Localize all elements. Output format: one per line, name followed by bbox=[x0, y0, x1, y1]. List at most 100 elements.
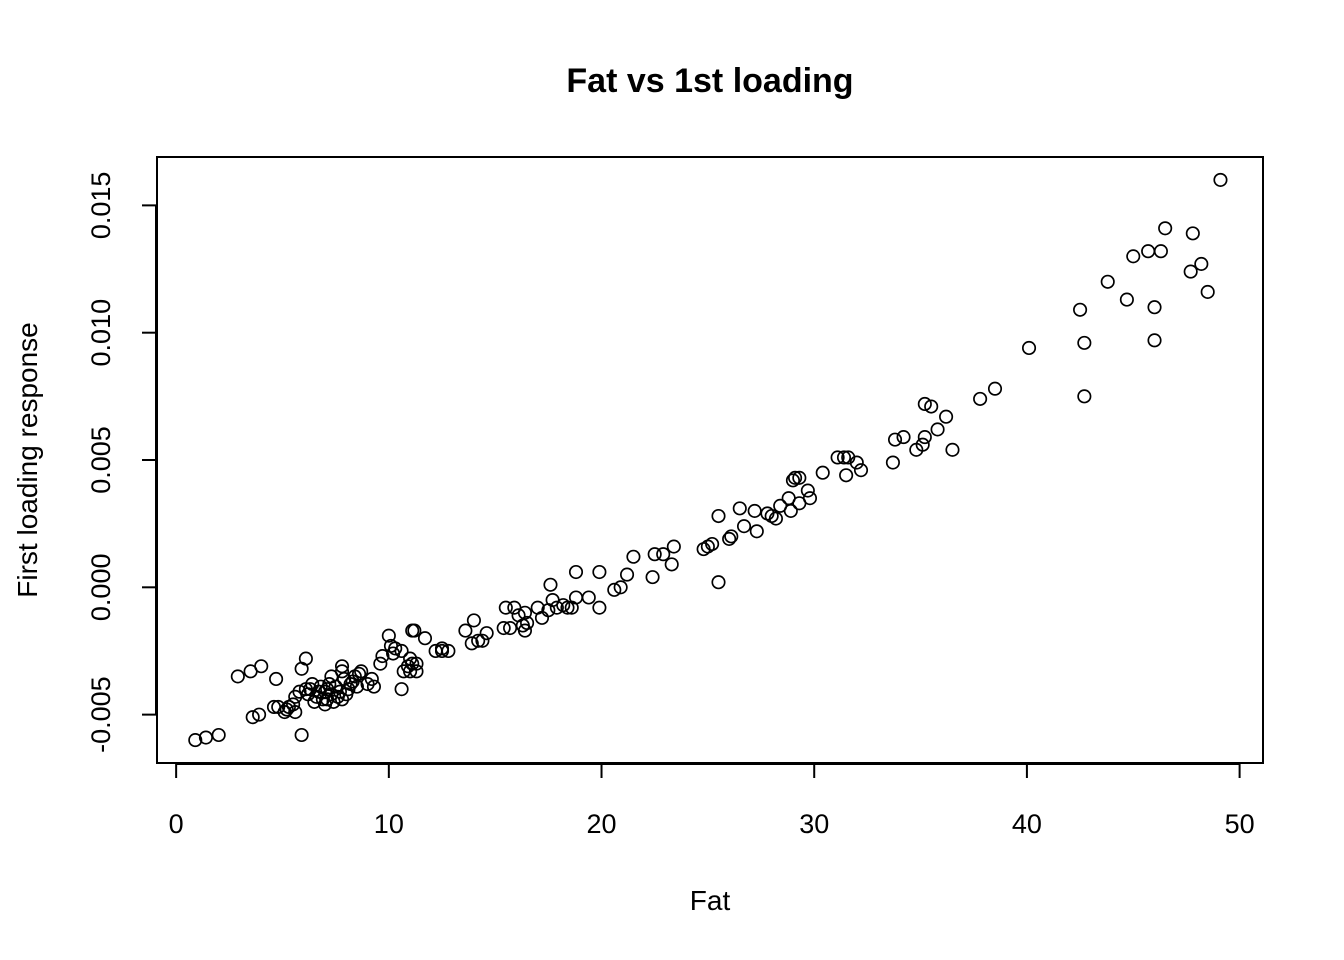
data-point bbox=[269, 671, 284, 687]
data-point bbox=[1141, 244, 1156, 259]
data-point bbox=[1119, 292, 1134, 307]
data-point bbox=[788, 470, 803, 485]
data-point bbox=[568, 564, 584, 580]
data-point bbox=[568, 590, 584, 605]
data-point bbox=[1073, 302, 1088, 317]
data-point bbox=[496, 621, 511, 636]
data-point bbox=[332, 684, 347, 699]
data-point bbox=[381, 628, 396, 643]
data-point bbox=[849, 455, 864, 470]
x-axis-label: Fat bbox=[690, 885, 731, 916]
data-point bbox=[394, 682, 409, 697]
data-point bbox=[645, 570, 660, 585]
data-point bbox=[434, 641, 450, 656]
data-point bbox=[1185, 226, 1200, 241]
data-point bbox=[1077, 389, 1092, 404]
data-point bbox=[373, 656, 388, 671]
data-point bbox=[1194, 256, 1209, 271]
data-point bbox=[945, 442, 960, 457]
data-point bbox=[973, 391, 988, 406]
data-point bbox=[388, 641, 403, 656]
x-tick-label: 10 bbox=[374, 809, 404, 839]
data-point bbox=[581, 590, 596, 605]
data-point bbox=[352, 666, 367, 681]
data-point bbox=[1213, 172, 1228, 187]
data-point bbox=[915, 437, 930, 452]
data-point bbox=[613, 580, 628, 595]
data-point bbox=[560, 600, 575, 615]
data-point bbox=[1100, 274, 1115, 289]
data-point bbox=[211, 727, 226, 743]
data-point bbox=[724, 529, 739, 544]
plot-frame bbox=[156, 156, 1264, 764]
data-point bbox=[619, 567, 635, 582]
data-point bbox=[887, 432, 903, 447]
data-point bbox=[802, 491, 818, 506]
data-point bbox=[322, 677, 337, 692]
data-point bbox=[592, 600, 607, 615]
data-point bbox=[853, 463, 869, 478]
data-point bbox=[736, 519, 752, 534]
data-point bbox=[298, 651, 313, 666]
data-point bbox=[517, 605, 533, 620]
x-tick-label: 0 bbox=[169, 809, 184, 839]
data-point bbox=[705, 536, 720, 552]
data-point bbox=[768, 511, 783, 526]
data-point bbox=[896, 430, 911, 445]
y-tick-label: 0.000 bbox=[86, 554, 116, 622]
data-point bbox=[292, 684, 307, 699]
data-point bbox=[664, 557, 679, 572]
data-point bbox=[924, 399, 939, 414]
data-point bbox=[711, 575, 726, 590]
data-point bbox=[607, 582, 622, 597]
data-point bbox=[747, 503, 762, 518]
y-axis: -0.005 0.000 0.005 0.010 0.015 bbox=[86, 172, 157, 753]
x-tick-label: 20 bbox=[587, 809, 617, 839]
data-point bbox=[783, 503, 798, 518]
data-point bbox=[543, 577, 558, 592]
data-point bbox=[230, 669, 245, 684]
data-point bbox=[800, 483, 815, 498]
data-point bbox=[785, 473, 800, 488]
data-point bbox=[458, 623, 473, 638]
data-point bbox=[792, 470, 807, 485]
data-point bbox=[647, 547, 662, 562]
data-point bbox=[366, 679, 381, 694]
data-points bbox=[188, 172, 1228, 748]
data-point bbox=[1153, 244, 1168, 259]
x-tick-label: 40 bbox=[1012, 809, 1042, 839]
data-point bbox=[1183, 264, 1198, 279]
data-point bbox=[749, 524, 764, 539]
data-point bbox=[466, 613, 481, 628]
data-point bbox=[917, 430, 932, 445]
data-point bbox=[549, 600, 564, 615]
data-point bbox=[417, 631, 433, 646]
x-axis: 0 10 20 30 40 50 bbox=[169, 763, 1255, 839]
y-tick-label: 0.010 bbox=[86, 299, 116, 367]
data-point bbox=[815, 465, 830, 480]
data-point bbox=[1077, 335, 1092, 350]
data-point bbox=[839, 468, 854, 483]
data-point bbox=[407, 623, 422, 638]
data-point bbox=[534, 610, 550, 625]
data-point bbox=[656, 547, 671, 562]
data-point bbox=[405, 656, 420, 671]
data-point bbox=[1126, 249, 1141, 264]
data-point bbox=[475, 633, 490, 648]
data-point bbox=[885, 455, 900, 470]
data-point bbox=[1200, 284, 1215, 299]
data-point bbox=[1147, 333, 1162, 348]
data-point bbox=[987, 381, 1003, 396]
data-point bbox=[286, 697, 301, 712]
data-point bbox=[464, 636, 479, 651]
data-point bbox=[479, 626, 494, 641]
data-point bbox=[394, 643, 409, 659]
data-point bbox=[592, 564, 607, 580]
data-point bbox=[364, 671, 379, 687]
data-point bbox=[354, 664, 369, 679]
data-point bbox=[930, 422, 945, 437]
data-point bbox=[1021, 340, 1037, 356]
data-point bbox=[188, 733, 203, 748]
y-tick-label: 0.015 bbox=[86, 172, 116, 240]
